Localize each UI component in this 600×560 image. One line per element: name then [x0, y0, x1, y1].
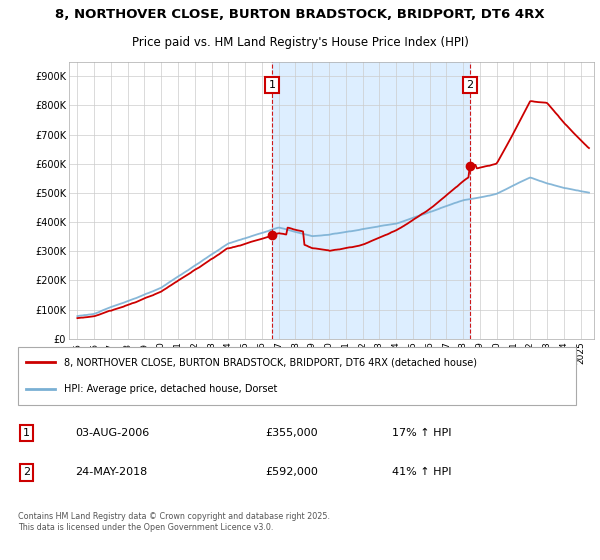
Text: 03-AUG-2006: 03-AUG-2006: [76, 428, 149, 438]
Text: 8, NORTHOVER CLOSE, BURTON BRADSTOCK, BRIDPORT, DT6 4RX: 8, NORTHOVER CLOSE, BURTON BRADSTOCK, BR…: [55, 8, 545, 21]
Text: 41% ↑ HPI: 41% ↑ HPI: [392, 468, 452, 477]
Text: 1: 1: [23, 428, 30, 438]
Text: 1: 1: [269, 80, 276, 90]
Text: £592,000: £592,000: [265, 468, 319, 477]
FancyBboxPatch shape: [18, 347, 577, 405]
Text: HPI: Average price, detached house, Dorset: HPI: Average price, detached house, Dors…: [64, 384, 277, 394]
Text: 24-MAY-2018: 24-MAY-2018: [76, 468, 148, 477]
Text: 2: 2: [23, 468, 30, 477]
Text: 17% ↑ HPI: 17% ↑ HPI: [392, 428, 452, 438]
Text: Price paid vs. HM Land Registry's House Price Index (HPI): Price paid vs. HM Land Registry's House …: [131, 36, 469, 49]
Text: £355,000: £355,000: [265, 428, 318, 438]
Text: Contains HM Land Registry data © Crown copyright and database right 2025.
This d: Contains HM Land Registry data © Crown c…: [18, 512, 330, 531]
Text: 2: 2: [466, 80, 473, 90]
Text: 8, NORTHOVER CLOSE, BURTON BRADSTOCK, BRIDPORT, DT6 4RX (detached house): 8, NORTHOVER CLOSE, BURTON BRADSTOCK, BR…: [64, 357, 477, 367]
Bar: [272, 62, 470, 339]
